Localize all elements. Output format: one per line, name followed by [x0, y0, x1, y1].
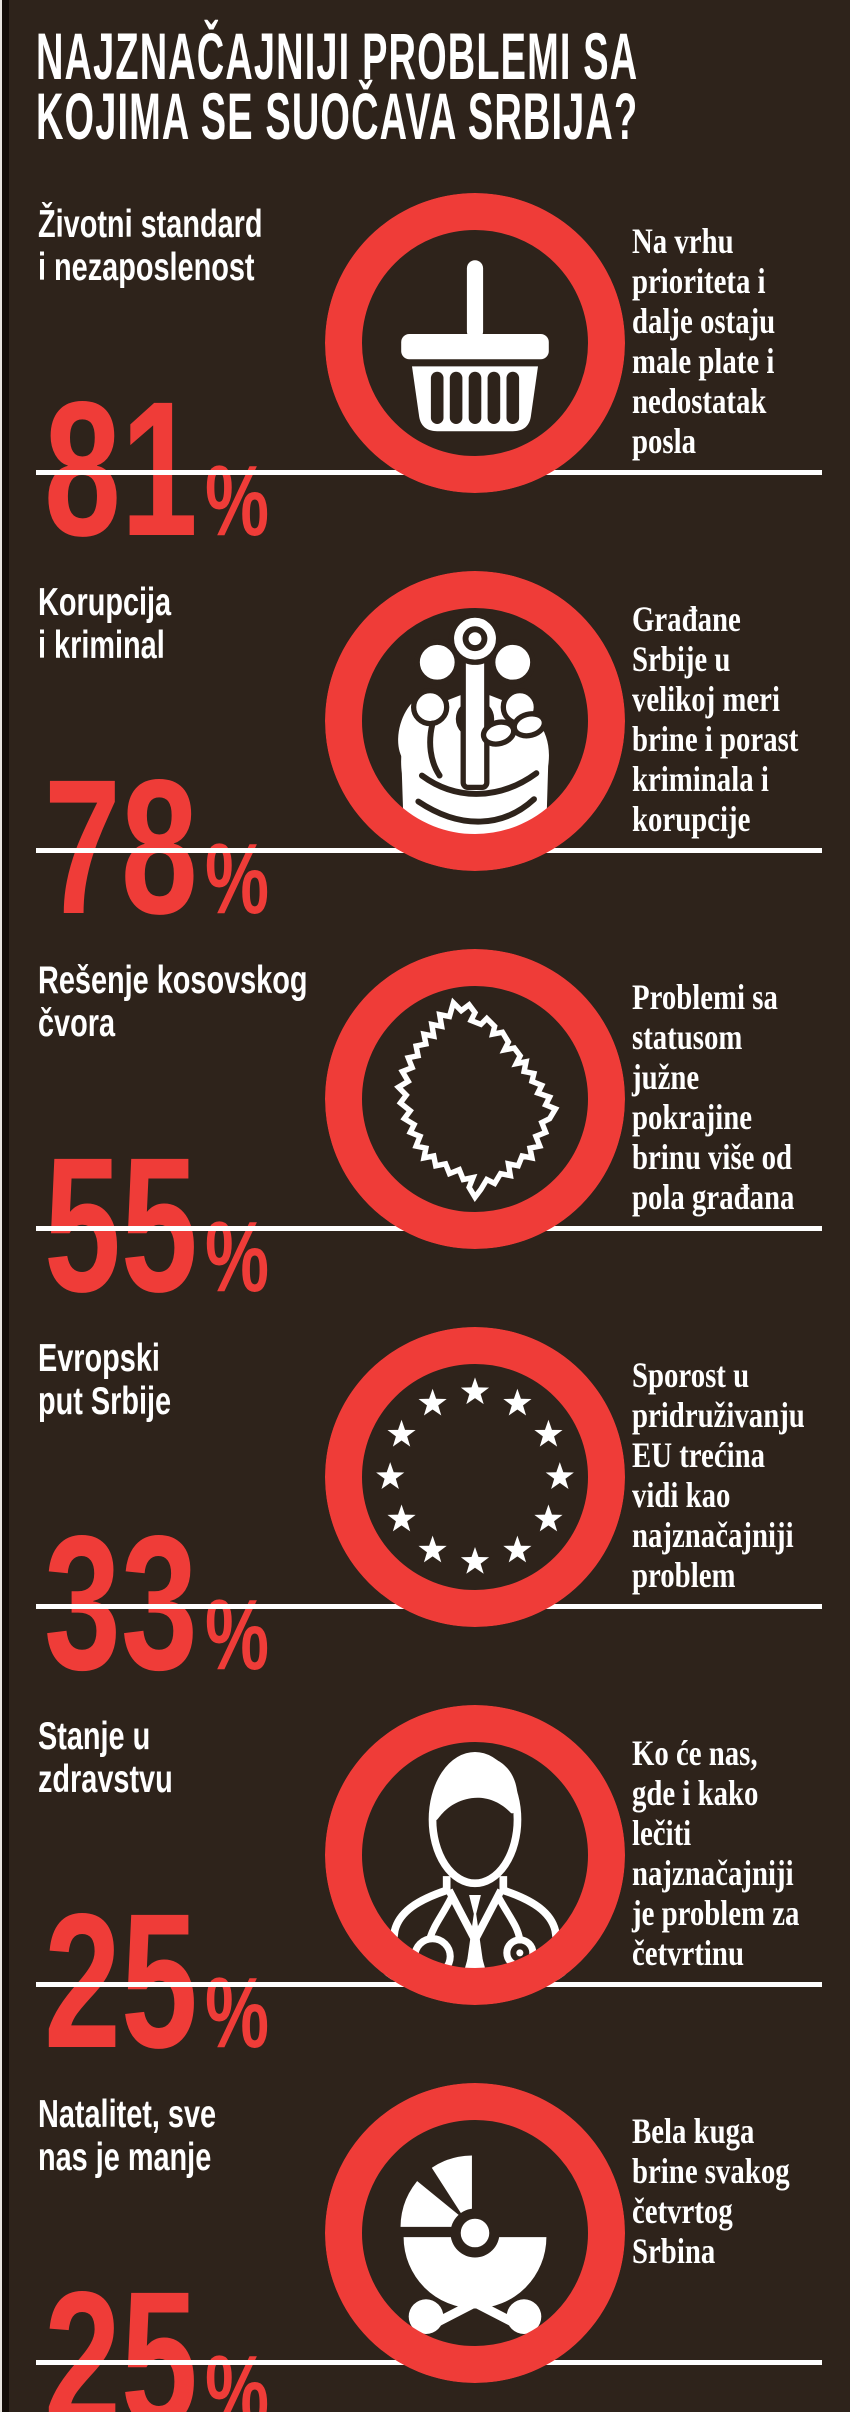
section-description: Građane Srbije u velikoj meri brine i po…: [632, 599, 799, 839]
section-value: 25%: [44, 1873, 269, 2088]
basket-icon: [401, 260, 549, 432]
page-title: NAJZNAČAJNIJI PROBLEMI SA KOJIMA SE SUOČ…: [36, 19, 639, 153]
kosovo-map-icon: [394, 997, 560, 1203]
percent-sign: %: [204, 2335, 269, 2412]
section-value: 55%: [44, 1117, 269, 1332]
percent-sign: %: [204, 445, 269, 557]
pram-icon: [400, 2155, 547, 2334]
gun-icon: [398, 612, 549, 844]
icon-ring: [325, 1327, 625, 1627]
section-value: 33%: [44, 1495, 269, 1710]
percent-sign: %: [204, 823, 269, 935]
left-edge-highlight: [0, 0, 2, 2412]
section-description: Sporost u pridruživanju EU trećina vidi …: [632, 1355, 805, 1595]
section-label: Životni standard i nezaposlenost: [38, 203, 263, 289]
section-description: Problemi sa statusom južne pokrajine bri…: [632, 977, 795, 1217]
section-label: Natalitet, sve nas je manje: [38, 2093, 217, 2179]
eu-stars-icon: [376, 1377, 574, 1574]
icon-ring: [325, 1705, 625, 2005]
section-description: Na vrhu prioriteta i dalje ostaju male p…: [632, 221, 776, 461]
section-korupcija: Korupcija i kriminal 78%: [0, 475, 850, 943]
doctor-icon: [383, 1751, 567, 1980]
percent-sign: %: [204, 1579, 269, 1691]
section-zdravstvo: Stanje u zdravstvu 25% Ko će nas, gde i: [0, 1609, 850, 2077]
section-value: 81%: [44, 361, 269, 576]
percent-sign: %: [204, 1957, 269, 2069]
icon-ring: [325, 571, 625, 871]
section-label: Stanje u zdravstvu: [38, 1715, 173, 1801]
section-description: Bela kuga brine svakog četvrtog Srbina: [632, 2111, 790, 2271]
percent-sign: %: [204, 1201, 269, 1313]
section-zivotni-standard: Životni standard i nezaposlenost 81% Na …: [0, 97, 850, 565]
section-value: 25%: [44, 2263, 269, 2412]
section-label: Evropski put Srbije: [38, 1337, 172, 1423]
section-label: Korupcija i kriminal: [38, 581, 172, 667]
section-value: 78%: [44, 739, 269, 954]
section-natalitet: Natalitet, sve nas je manje 25% Bela kug…: [0, 1987, 850, 2412]
section-kosovo: Rešenje kosovskog čvora 55% Problemi sa …: [0, 853, 850, 1321]
section-label: Rešenje kosovskog čvora: [38, 959, 308, 1045]
section-description: Ko će nas, gde i kako lečiti najznačajni…: [632, 1733, 800, 1973]
icon-ring: [325, 949, 625, 1249]
section-eu: Evropski put Srbije 33%: [0, 1231, 850, 1699]
left-edge-shadow: [2, 0, 9, 2412]
icon-ring: [325, 193, 625, 493]
icon-ring: [325, 2083, 625, 2383]
